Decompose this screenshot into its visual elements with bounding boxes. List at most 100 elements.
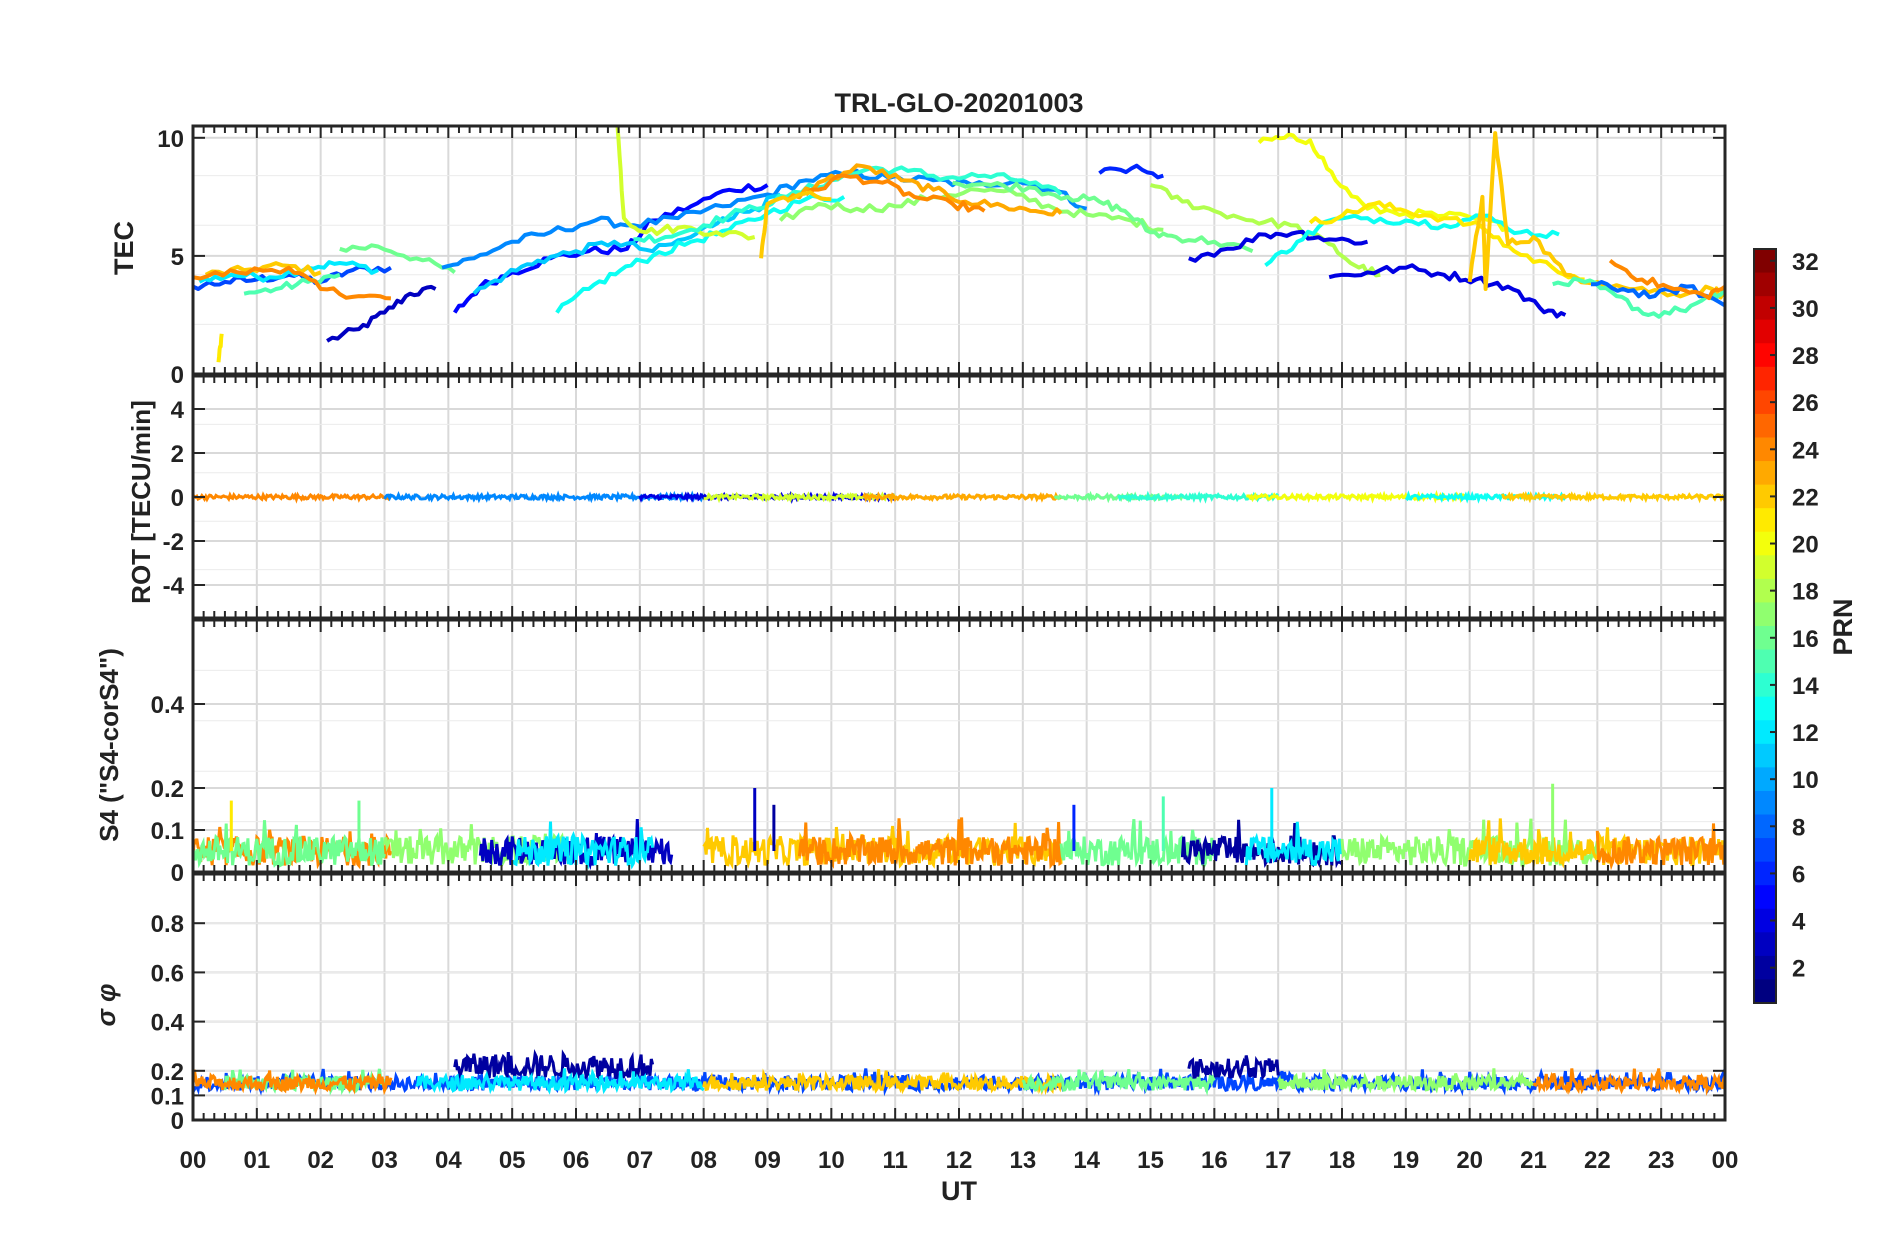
y-tick-label: 0 (171, 860, 184, 887)
colorbar-tick-label: 8 (1792, 814, 1805, 841)
tec-series-prn-24 (193, 265, 392, 301)
rot-series-prn-24 (193, 491, 392, 504)
y-tick-label: -4 (163, 573, 185, 600)
colorbar-tick-label: 18 (1792, 579, 1819, 606)
rot-series-prn-22 (1501, 491, 1725, 504)
tec-series-prn-12 (198, 260, 379, 284)
ylabel-s4: S4 ("S4-corS4") (94, 648, 124, 842)
s4-series-prn-12 (1244, 821, 1344, 866)
tec-series-prn-24 (1608, 259, 1725, 301)
tec-series-prn-15 (243, 272, 341, 296)
x-tick-label: 21 (1520, 1147, 1547, 1174)
colorbar-frame (1753, 248, 1777, 1004)
colorbar-tick-label: 20 (1792, 532, 1819, 559)
y-tick-label: 0.6 (151, 960, 184, 987)
sigma-series-prn-22 (702, 1068, 1063, 1096)
x-tick-label: 09 (754, 1147, 781, 1174)
x-tick-label: 06 (563, 1147, 590, 1174)
y-tick-label: 4 (171, 397, 185, 424)
colorbar-tick-label: 16 (1792, 626, 1819, 653)
y-tick-label: 0.1 (151, 1083, 184, 1110)
colorbar-swatch (1754, 531, 1776, 556)
colorbar-swatch (1754, 555, 1776, 580)
data-layer (193, 783, 1725, 871)
x-tick-label: 07 (626, 1147, 653, 1174)
colorbar-swatch (1754, 249, 1776, 274)
ylabel-s4-text: S4 ("S4-corS4") (94, 648, 124, 842)
colorbar-swatch (1754, 743, 1776, 768)
y-tick-label: 2 (171, 441, 184, 468)
tec-series-prn-4 (1328, 263, 1567, 319)
colorbar-swatch (1754, 578, 1776, 604)
s4-series-prn-12 (511, 821, 655, 870)
colorbar-tick-label: 22 (1792, 484, 1819, 511)
colorbar-tick-label: 30 (1792, 296, 1819, 323)
colorbar-swatch (1754, 461, 1776, 486)
x-tick-label: 20 (1456, 1147, 1483, 1174)
s4-series-prn-24 (797, 817, 1062, 870)
sigma-series-prn-24 (193, 1069, 393, 1096)
x-tick-label: 05 (499, 1147, 526, 1174)
colorbar-swatch (1754, 626, 1776, 651)
colorbar-swatch (1754, 508, 1776, 533)
colorbar-swatch (1754, 602, 1776, 627)
colorbar-tick-label: 14 (1792, 673, 1819, 700)
sigma-series-prn-12 (415, 1068, 705, 1095)
tec-series-prn-8 (1590, 280, 1725, 308)
colorbar-swatch (1754, 319, 1776, 344)
s4-series-prn-24 (1595, 823, 1725, 871)
panel-s4: 0 0.1 0.2 0.4 (151, 618, 1727, 887)
ylabel-sigma-text: σ φ (91, 984, 121, 1027)
colorbar-swatch (1754, 885, 1776, 910)
tec-series-prn-21 (1308, 200, 1585, 282)
colorbar-swatch (1754, 767, 1776, 792)
panel-sigma: 00.10.2 0.4 0.6 0.8 (151, 872, 1727, 1135)
x-axis-label: UT (941, 1176, 977, 1206)
ylabel-sigma: σ φ (91, 984, 121, 1027)
tec-series-prn-22 (759, 190, 832, 259)
y-tick-label: 0.1 (151, 818, 184, 845)
x-tick-label: 22 (1584, 1147, 1611, 1174)
colorbar-swatch (1754, 649, 1776, 674)
colorbar-swatch (1754, 272, 1776, 297)
colorbar-swatch (1754, 673, 1776, 698)
colorbar-tick-label: 10 (1792, 767, 1819, 794)
tec-series-prn-4 (1188, 229, 1369, 263)
colorbar-swatch (1754, 814, 1776, 839)
colorbar-swatch (1754, 908, 1776, 933)
ylabel-tec: TEC (109, 221, 139, 275)
x-tick-labels: 00 01 02 03 04 05 06 07 08 09 10 11 12 13 14 15 16 17 18 19… (180, 1147, 1739, 1174)
colorbar-swatch (1754, 413, 1776, 439)
sigma-series-prn-2 (453, 1049, 655, 1084)
data-layer (193, 126, 1725, 363)
colorbar-label: PRN (1828, 598, 1858, 655)
colorbar-tick-label: 6 (1792, 861, 1805, 888)
colorbar-swatch (1754, 343, 1776, 368)
colorbar-swatch (1754, 838, 1776, 863)
x-tick-label: 03 (371, 1147, 398, 1174)
tec-series-prn-22 (1467, 131, 1725, 300)
x-tick-label: 00 (1712, 1147, 1739, 1174)
tec-series-prn-5 (453, 183, 769, 314)
tec-series-prn-21 (216, 333, 224, 363)
panel-tec: 0 5 10 (157, 124, 1727, 389)
colorbar-swatch (1754, 955, 1776, 981)
x-tick-label: 04 (435, 1147, 462, 1174)
colorbar-tick-label: 24 (1792, 437, 1819, 464)
colorbar-swatch (1754, 720, 1776, 745)
y-tick-label: 0.4 (151, 1010, 185, 1037)
s4-series-prn-16 (193, 820, 386, 869)
y-tick-label: 0.8 (151, 911, 184, 938)
y-tick-label: 0.2 (151, 1059, 184, 1086)
colorbar: 32 30 28 26 24 22 20 18 16 14 12 10 8 6 4 2 (1753, 248, 1819, 1004)
tec-series-prn-7 (193, 264, 392, 291)
y-tick-label: 0 (171, 485, 184, 512)
y-tick-label: 5 (171, 244, 184, 271)
colorbar-swatch (1754, 437, 1776, 462)
colorbar-swatch (1754, 790, 1776, 816)
x-tick-label: 13 (1009, 1147, 1036, 1174)
colorbar-swatch (1754, 932, 1776, 957)
x-tick-label: 11 (882, 1147, 907, 1174)
colorbar-tick-label: 4 (1792, 909, 1806, 936)
